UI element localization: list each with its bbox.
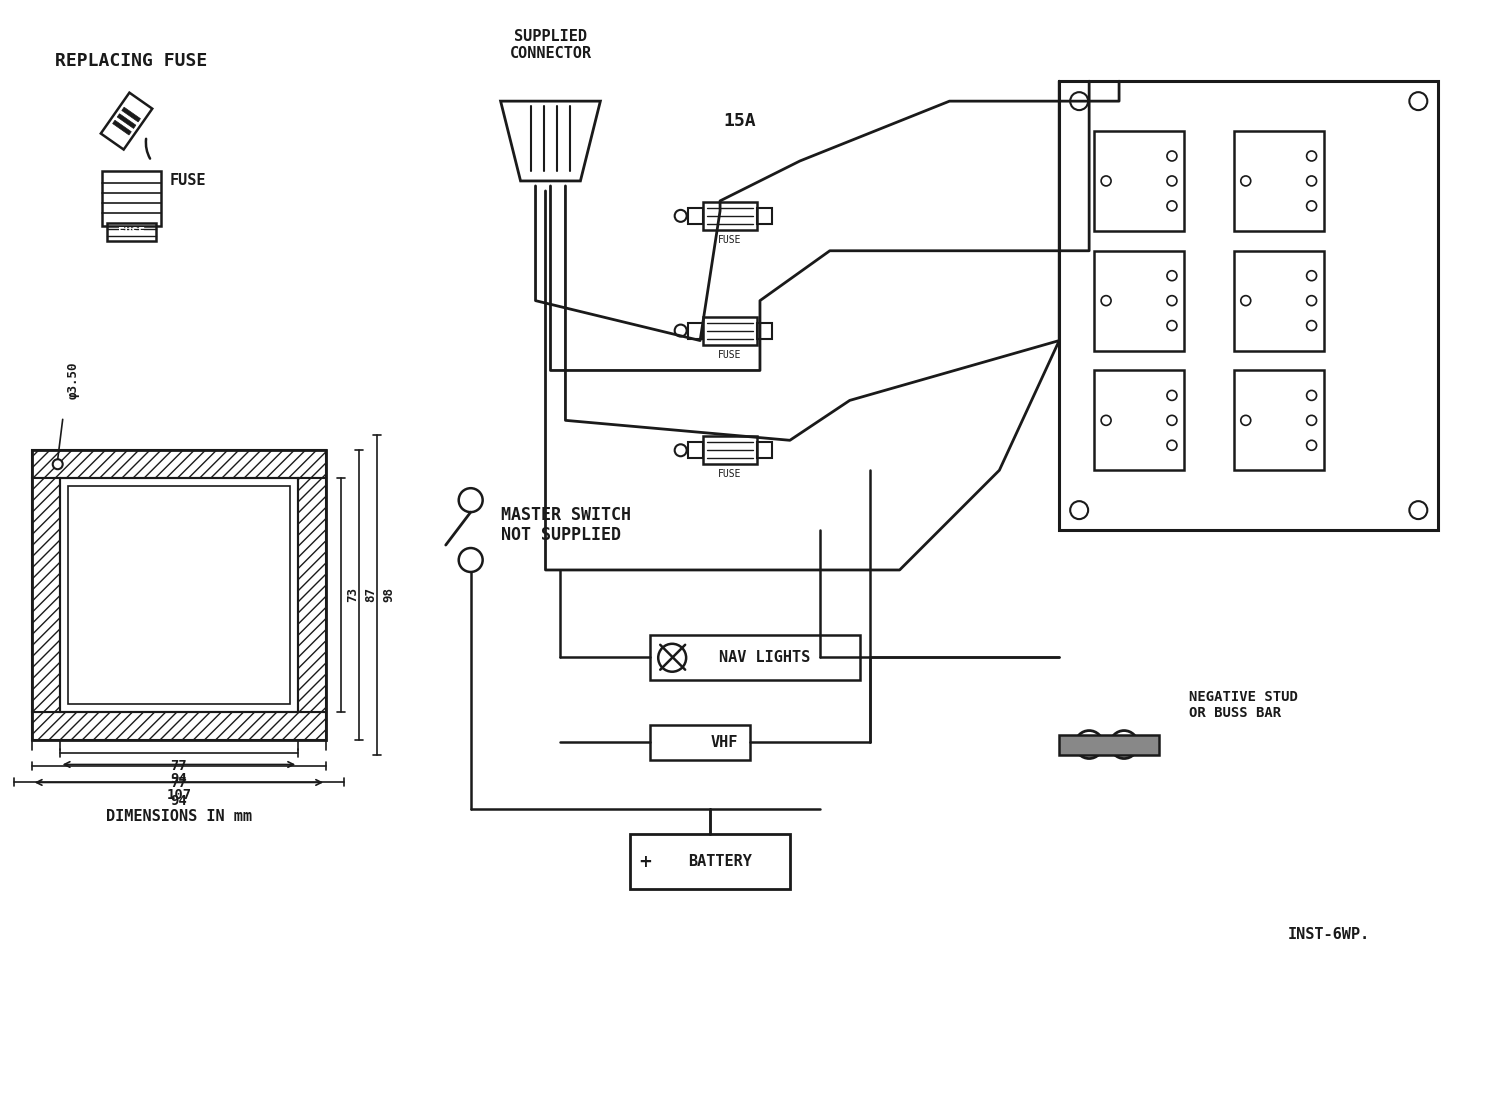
Circle shape: [1167, 320, 1176, 330]
Circle shape: [1306, 176, 1317, 186]
Bar: [702, 202, 757, 230]
Circle shape: [1111, 730, 1138, 758]
Text: DIMENSIONS IN mm: DIMENSIONS IN mm: [106, 810, 252, 824]
Circle shape: [1241, 176, 1251, 186]
Circle shape: [1306, 320, 1317, 330]
Bar: [67, 486, 291, 703]
Text: NAV LIGHTS: NAV LIGHTS: [719, 650, 811, 665]
Circle shape: [1241, 416, 1251, 426]
Circle shape: [1167, 200, 1176, 211]
Text: 87: 87: [364, 587, 377, 603]
Bar: [31, 711, 327, 739]
Circle shape: [1071, 92, 1088, 110]
Bar: [702, 317, 757, 345]
Circle shape: [1102, 296, 1111, 306]
Text: 15A: 15A: [723, 112, 756, 130]
Bar: [113, 120, 131, 136]
Bar: [60, 478, 298, 711]
Text: 73: 73: [346, 587, 359, 603]
Circle shape: [658, 644, 686, 672]
Circle shape: [1102, 176, 1111, 186]
Text: 107: 107: [167, 788, 191, 802]
Circle shape: [674, 209, 687, 222]
Bar: [757, 442, 772, 458]
Circle shape: [1306, 440, 1317, 450]
Bar: [101, 93, 152, 150]
Bar: [1233, 251, 1324, 351]
Circle shape: [1167, 296, 1176, 306]
Bar: [687, 442, 702, 458]
Text: INST-6WP.: INST-6WP.: [1288, 926, 1370, 942]
Text: 77: 77: [170, 758, 188, 773]
Text: NEGATIVE STUD
OR BUSS BAR: NEGATIVE STUD OR BUSS BAR: [1188, 690, 1297, 720]
Bar: [31, 478, 60, 711]
Text: SUPPLIED
CONNECTOR: SUPPLIED CONNECTOR: [510, 29, 592, 62]
Bar: [1094, 371, 1184, 470]
Circle shape: [1167, 416, 1176, 426]
Text: φ3.50: φ3.50: [66, 362, 79, 400]
Bar: [1094, 251, 1184, 351]
Circle shape: [1167, 271, 1176, 281]
Text: FUSE: FUSE: [719, 469, 743, 479]
Bar: [31, 450, 327, 478]
Text: FUSE: FUSE: [170, 174, 206, 188]
Circle shape: [1167, 151, 1176, 161]
Circle shape: [1241, 296, 1251, 306]
Circle shape: [1306, 271, 1317, 281]
Circle shape: [674, 445, 687, 456]
Bar: [702, 437, 757, 464]
Circle shape: [1167, 391, 1176, 400]
Circle shape: [1409, 501, 1427, 519]
Bar: [650, 725, 750, 759]
Text: FUSE: FUSE: [719, 235, 743, 245]
Bar: [631, 834, 790, 889]
Circle shape: [1409, 92, 1427, 110]
Bar: [1059, 735, 1159, 755]
Circle shape: [1071, 501, 1088, 519]
Bar: [1094, 131, 1184, 231]
Bar: [687, 208, 702, 224]
Circle shape: [1306, 200, 1317, 211]
Text: +: +: [638, 852, 652, 870]
Bar: [122, 108, 140, 122]
Circle shape: [1102, 416, 1111, 426]
Text: REPLACING FUSE: REPLACING FUSE: [55, 53, 207, 71]
Circle shape: [1075, 730, 1103, 758]
Bar: [650, 635, 860, 680]
Text: FUSE: FUSE: [719, 349, 743, 360]
Text: FUSE: FUSE: [118, 227, 145, 236]
Text: 77: 77: [170, 776, 188, 791]
Text: MASTER SWITCH
NOT SUPPLIED: MASTER SWITCH NOT SUPPLIED: [501, 506, 631, 544]
Circle shape: [459, 488, 483, 512]
Circle shape: [1306, 416, 1317, 426]
Circle shape: [459, 548, 483, 572]
Circle shape: [1167, 176, 1176, 186]
Bar: [1059, 81, 1439, 530]
Text: VHF: VHF: [710, 735, 738, 749]
Circle shape: [674, 325, 687, 336]
Bar: [101, 171, 161, 226]
Polygon shape: [501, 101, 601, 181]
Text: 94: 94: [170, 773, 188, 786]
Circle shape: [1306, 151, 1317, 161]
Bar: [757, 208, 772, 224]
Text: 94: 94: [170, 794, 188, 809]
Bar: [1233, 371, 1324, 470]
Circle shape: [1306, 296, 1317, 306]
Circle shape: [1306, 391, 1317, 400]
Bar: [757, 323, 772, 338]
Text: BATTERY: BATTERY: [689, 855, 751, 869]
Bar: [118, 114, 136, 129]
Bar: [1233, 131, 1324, 231]
Bar: [106, 223, 157, 241]
Text: 98: 98: [382, 587, 395, 603]
Circle shape: [52, 459, 63, 469]
Bar: [31, 450, 327, 739]
Bar: [298, 478, 327, 711]
Circle shape: [1167, 440, 1176, 450]
Bar: [687, 323, 702, 338]
